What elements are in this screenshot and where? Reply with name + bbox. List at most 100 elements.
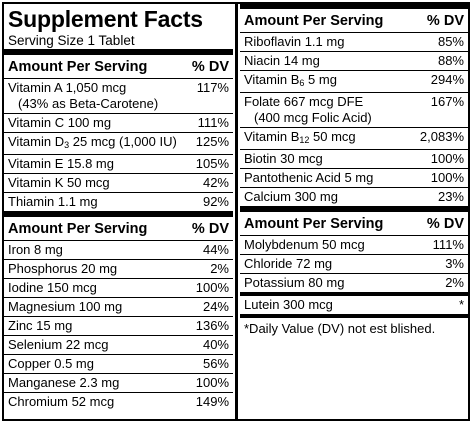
nutrient-name: Niacin 14 mg bbox=[244, 53, 438, 69]
nutrient-name: Thiamin 1.1 mg bbox=[8, 194, 203, 210]
nutrient-name-text: Niacin 14 mg bbox=[244, 53, 320, 68]
amount-header: Amount Per Serving bbox=[244, 12, 384, 29]
nutrient-name-text: Potassium 80 mg bbox=[244, 275, 345, 290]
thin-divider bbox=[240, 32, 468, 33]
nutrient-dv: 100% bbox=[195, 280, 229, 295]
nutrient-name: Manganese 2.3 mg bbox=[8, 375, 196, 391]
nutrient-dv: 111% bbox=[197, 115, 229, 130]
supplement-facts-panel: Supplement Facts Serving Size 1 Tablet A… bbox=[2, 2, 470, 421]
panel-title: Supplement Facts bbox=[8, 6, 203, 32]
nutrient-name-part: 50 mcg bbox=[309, 129, 356, 144]
nutrient-dv: * bbox=[458, 297, 464, 312]
nutrient-dv: 125% bbox=[195, 134, 229, 149]
nutrient-row: Selenium 22 mcg 40% bbox=[4, 335, 233, 354]
thick-divider bbox=[4, 211, 233, 217]
nutrient-name-part: 5 mg bbox=[304, 72, 337, 87]
nutrient-row: Chromium 52 mcg 149% bbox=[4, 392, 233, 411]
nutrient-name-text: Phosphorus 20 mg bbox=[8, 261, 118, 276]
dv-header: % DV bbox=[426, 12, 464, 29]
nutrient-subscript: 3 bbox=[64, 140, 70, 150]
nutrient-dv: 167% bbox=[430, 94, 464, 109]
thin-divider bbox=[240, 235, 468, 236]
nutrient-row: Vitamin B6 5 mg 294% bbox=[240, 70, 468, 92]
nutrient-row: Potassium 80 mg 2% bbox=[240, 273, 468, 292]
nutrient-name: Biotin 30 mcg bbox=[244, 151, 431, 167]
nutrient-dv: 56% bbox=[202, 356, 229, 371]
nutrient-name-text: Chromium 52 mcg bbox=[8, 394, 115, 409]
nutrient-name: Copper 0.5 mg bbox=[8, 356, 203, 372]
nutrient-dv: 100% bbox=[430, 151, 464, 166]
nutrient-dv: 149% bbox=[195, 394, 229, 409]
thin-divider bbox=[4, 240, 233, 241]
nutrient-name: Chloride 72 mg bbox=[244, 256, 445, 272]
thick-divider bbox=[240, 206, 468, 212]
nutrient-name-text: Vitamin E 15.8 mg bbox=[8, 156, 114, 171]
nutrient-dv: 100% bbox=[195, 375, 229, 390]
nutrient-name: Vitamin B12 50 mcg bbox=[244, 129, 420, 148]
nutrient-dv: 294% bbox=[430, 72, 464, 87]
nutrient-name-text: Manganese 2.3 mg bbox=[8, 375, 120, 390]
nutrient-name: Iron 8 mg bbox=[8, 242, 203, 258]
nutrient-name-text: Molybdenum 50 mcg bbox=[244, 237, 365, 252]
nutrient-dv: 88% bbox=[437, 53, 464, 68]
nutrient-row: Folate 667 mcg DFE (400 mcg Folic Acid) 16… bbox=[240, 92, 468, 127]
nutrient-list: Riboflavin 1.1 mg 85% Niacin 14 mg 88% Vitam… bbox=[240, 33, 468, 206]
thick-divider bbox=[240, 4, 468, 9]
amount-header: Amount Per Serving bbox=[8, 58, 148, 75]
nutrient-dv: 23% bbox=[437, 189, 464, 204]
nutrient-subscript: 6 bbox=[299, 78, 305, 88]
nutrient-name-text: Calcium 300 mg bbox=[244, 189, 338, 204]
nutrient-name: Folate 667 mcg DFE (400 mcg Folic Acid) bbox=[244, 94, 431, 126]
nutrient-dv: 105% bbox=[195, 156, 229, 171]
nutrient-name-part: 25 mcg (1,000 IU) bbox=[69, 134, 177, 149]
nutrient-name: Calcium 300 mg bbox=[244, 189, 438, 205]
right-column: Amount Per Serving % DV Riboflavin 1.1 m… bbox=[240, 4, 468, 419]
nutrient-name: Riboflavin 1.1 mg bbox=[244, 34, 438, 50]
nutrient-name: Chromium 52 mcg bbox=[8, 394, 196, 410]
nutrient-name: Lutein 300 mcg bbox=[244, 297, 333, 312]
nutrient-note: (43% as Beta-Carotene) bbox=[18, 96, 159, 111]
nutrient-name-part: Vitamin D bbox=[8, 134, 65, 149]
nutrient-name: Iodine 150 mcg bbox=[8, 280, 196, 296]
nutrient-name: Pantothenic Acid 5 mg bbox=[244, 170, 431, 186]
nutrient-name-part: Vitamin B bbox=[244, 129, 300, 144]
nutrient-row: Vitamin K 50 mcg 42% bbox=[4, 173, 233, 192]
column-header: Amount Per Serving % DV bbox=[240, 9, 468, 32]
nutrient-dv: 117% bbox=[196, 80, 229, 95]
nutrient-name-text: Iodine 150 mcg bbox=[8, 280, 97, 295]
nutrient-name: Zinc 15 mg bbox=[8, 318, 196, 334]
nutrient-name-text: Copper 0.5 mg bbox=[8, 356, 94, 371]
nutrient-row: Iron 8 mg 44% bbox=[4, 241, 233, 259]
nutrient-name-text: Magnesium 100 mg bbox=[8, 299, 123, 314]
nutrient-name-text: Thiamin 1.1 mg bbox=[8, 194, 98, 209]
nutrient-row: Vitamin D3 25 mcg (1,000 IU) 125% bbox=[4, 132, 233, 154]
nutrient-row: Vitamin A 1,050 mcg (43% as Beta-Carotene… bbox=[4, 79, 233, 113]
nutrient-row: Vitamin C 100 mg 111% bbox=[4, 113, 233, 132]
nutrient-dv: 85% bbox=[437, 34, 464, 49]
nutrient-name-text: Zinc 15 mg bbox=[8, 318, 73, 333]
nutrient-name: Phosphorus 20 mg bbox=[8, 261, 210, 277]
nutrient-list: Iron 8 mg 44% Phosphorus 20 mg 2% Iodine 150… bbox=[4, 241, 233, 411]
nutrient-row: Iodine 150 mcg 100% bbox=[4, 278, 233, 297]
nutrient-dv: 92% bbox=[202, 194, 229, 209]
nutrient-list: Vitamin A 1,050 mcg (43% as Beta-Carotene… bbox=[4, 79, 233, 211]
nutrient-dv: 2% bbox=[445, 275, 464, 290]
nutrient-row: Manganese 2.3 mg 100% bbox=[4, 373, 233, 392]
left-column: Supplement Facts Serving Size 1 Tablet A… bbox=[4, 4, 233, 419]
nutrient-list: Molybdenum 50 mcg 111% Chloride 72 mg 3% Pot… bbox=[240, 236, 468, 292]
nutrient-row: Chloride 72 mg 3% bbox=[240, 254, 468, 273]
nutrient-row: Thiamin 1.1 mg 92% bbox=[4, 192, 233, 211]
nutrient-name-text: Iron 8 mg bbox=[8, 242, 63, 257]
thick-divider bbox=[240, 314, 468, 318]
nutrient-row: Pantothenic Acid 5 mg 100% bbox=[240, 168, 468, 187]
nutrient-name-text: Riboflavin 1.1 mg bbox=[244, 34, 345, 49]
nutrient-row: Niacin 14 mg 88% bbox=[240, 51, 468, 70]
serving-size: Serving Size 1 Tablet bbox=[8, 33, 135, 48]
column-header: Amount Per Serving % DV bbox=[240, 212, 468, 235]
nutrient-name-text: Biotin 30 mcg bbox=[244, 151, 323, 166]
nutrient-dv: 136% bbox=[195, 318, 229, 333]
nutrient-row-lutein: Lutein 300 mcg * bbox=[240, 296, 468, 314]
nutrient-name: Potassium 80 mg bbox=[244, 275, 445, 291]
nutrient-name-text: Vitamin K 50 mcg bbox=[8, 175, 110, 190]
column-header: Amount Per Serving % DV bbox=[4, 55, 233, 78]
